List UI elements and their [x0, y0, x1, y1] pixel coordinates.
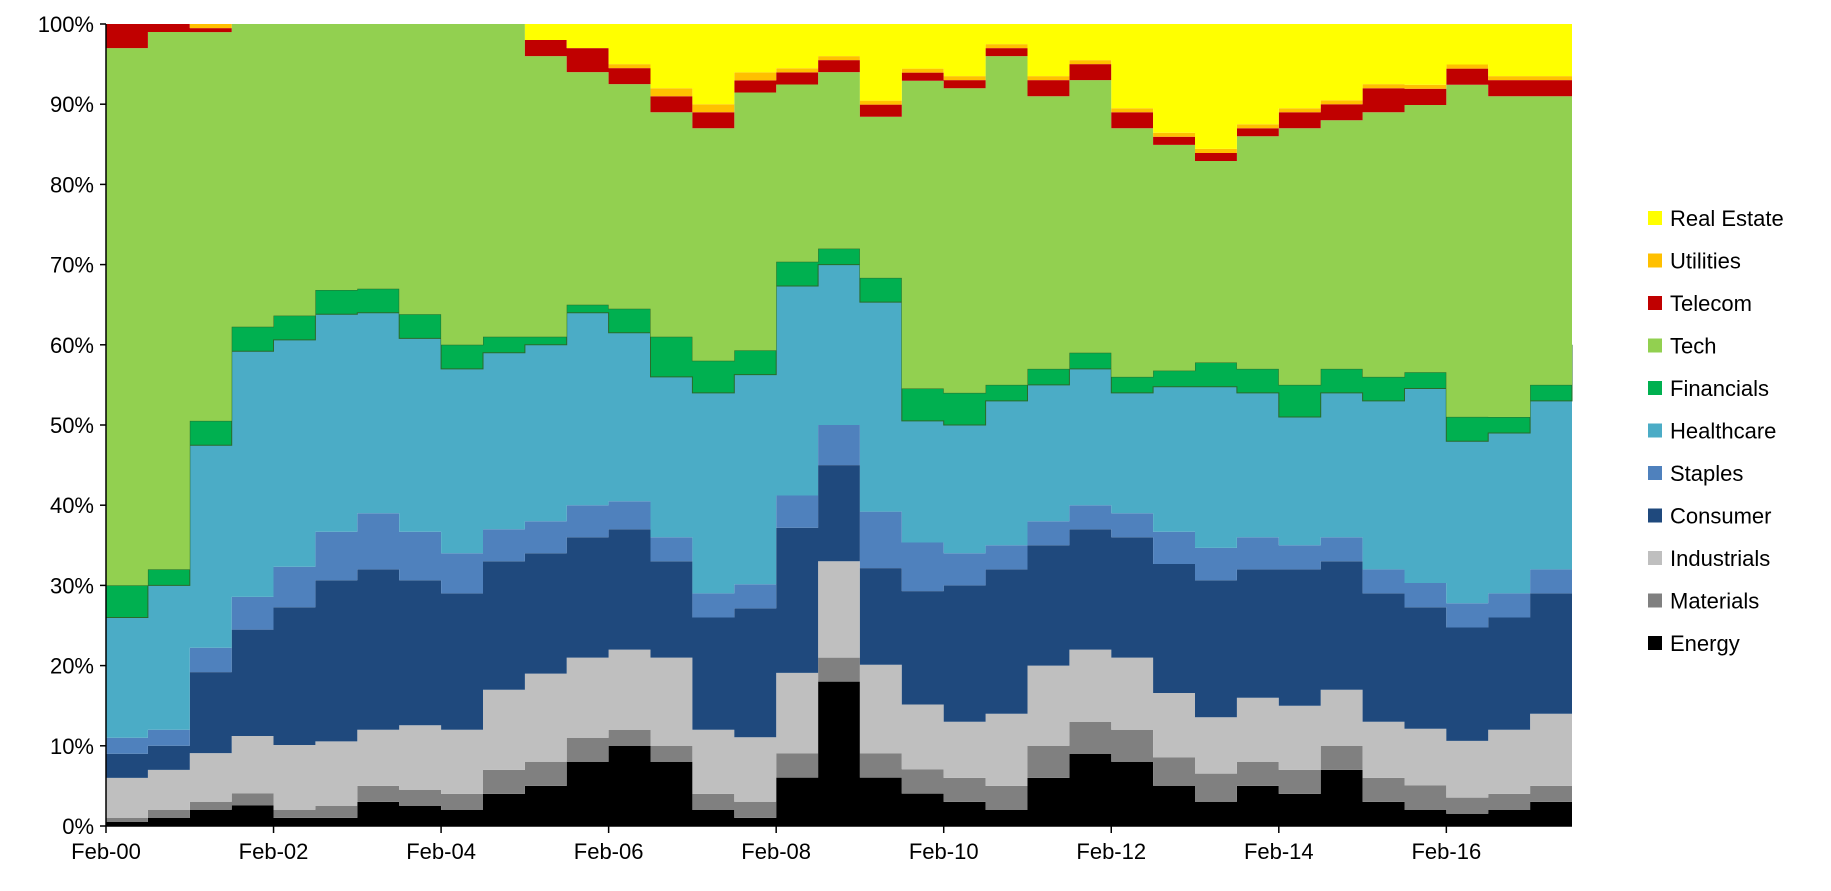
- x-tick-label: Feb-06: [574, 839, 644, 864]
- legend-swatch-financials: [1648, 381, 1662, 395]
- y-tick-label: 60%: [50, 333, 94, 358]
- y-tick-label: 90%: [50, 92, 94, 117]
- x-tick-label: Feb-12: [1076, 839, 1146, 864]
- y-tick-label: 30%: [50, 573, 94, 598]
- x-tick-label: Feb-10: [909, 839, 979, 864]
- x-tick-label: Feb-00: [71, 839, 141, 864]
- series-areas: [105, 24, 1573, 826]
- legend-swatch-consumer: [1648, 508, 1662, 523]
- area-materials: [106, 657, 1572, 822]
- legend-label-materials: Materials: [1670, 589, 1759, 614]
- legend-label-industrials: Industrials: [1670, 546, 1770, 571]
- legend-swatch-industrials: [1648, 551, 1662, 565]
- y-tick-labels: 0% 10% 20% 30% 40% 50% 60% 70% 80% 90% 100%: [38, 12, 106, 839]
- legend-label-healthcare: Healthcare: [1670, 419, 1776, 444]
- legend-swatch-energy: [1648, 636, 1662, 650]
- x-tick-label: Feb-08: [741, 839, 811, 864]
- legend-swatch-healthcare: [1648, 423, 1662, 438]
- legend-swatch-utilities: [1648, 253, 1662, 268]
- legend-label-telecom: Telecom: [1670, 291, 1752, 316]
- x-tick-label: Feb-16: [1411, 839, 1481, 864]
- y-tick-label: 80%: [50, 172, 94, 197]
- legend-swatch-staples: [1648, 466, 1662, 480]
- legend-label-staples: Staples: [1670, 461, 1743, 486]
- legend-swatch-telecom: [1648, 296, 1662, 310]
- legend-label-real-estate: Real Estate: [1670, 206, 1784, 231]
- y-tick-label: 50%: [50, 413, 94, 438]
- area-healthcare: [106, 264, 1572, 738]
- legend: Real Estate Utilities Telecom Tech Financial…: [1648, 206, 1784, 656]
- area-tech: [106, 24, 1572, 586]
- legend-label-financials: Financials: [1670, 376, 1769, 401]
- legend-swatch-real-estate: [1648, 211, 1662, 225]
- y-tick-label: 10%: [50, 734, 94, 759]
- y-tick-label: 20%: [50, 654, 94, 679]
- y-tick-label: 70%: [50, 253, 94, 278]
- area-energy: [106, 681, 1572, 826]
- y-tick-label: 0%: [62, 814, 94, 839]
- legend-label-consumer: Consumer: [1670, 504, 1771, 529]
- x-tick-label: Feb-04: [406, 839, 476, 864]
- y-tick-label: 40%: [50, 493, 94, 518]
- x-tick-label: Feb-02: [239, 839, 309, 864]
- legend-label-tech: Tech: [1670, 334, 1716, 359]
- y-tick-label: 100%: [38, 12, 94, 37]
- area-consumer: [106, 465, 1572, 778]
- x-tick-labels: Feb-00 Feb-02 Feb-04 Feb-06 Feb-08 Feb-10 Feb-…: [71, 826, 1481, 864]
- legend-label-energy: Energy: [1670, 631, 1740, 656]
- legend-swatch-tech: [1648, 338, 1662, 353]
- legend-label-utilities: Utilities: [1670, 249, 1741, 274]
- x-tick-label: Feb-14: [1244, 839, 1314, 864]
- legend-swatch-materials: [1648, 593, 1662, 608]
- area-industrials: [106, 561, 1572, 818]
- area-real-estate: [106, 24, 1572, 149]
